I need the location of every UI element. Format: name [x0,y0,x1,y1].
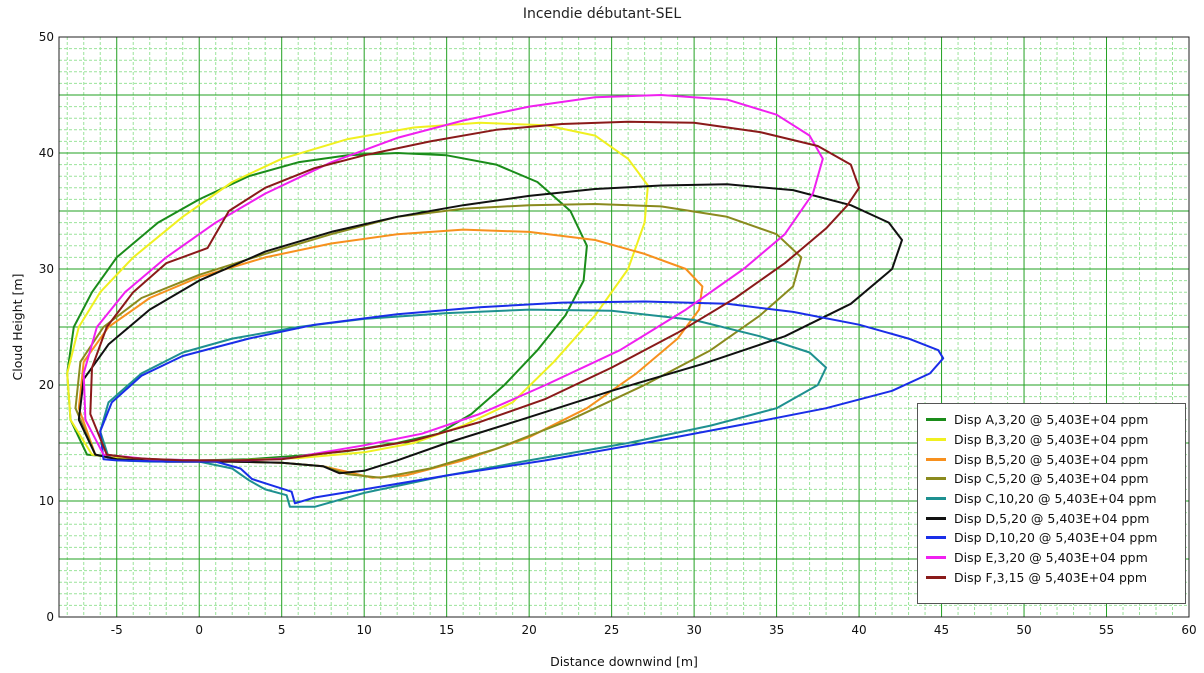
legend-entry-8: Disp E,3,20 @ 5,403E+04 ppm [926,548,1179,568]
legend-label: Disp A,3,20 @ 5,403E+04 ppm [954,412,1149,428]
x-tick-label: 5 [278,623,286,637]
legend-entry-1: Disp A,3,20 @ 5,403E+04 ppm [926,410,1179,430]
y-tick-label: 0 [46,610,54,624]
legend-label: Disp C,10,20 @ 5,403E+04 ppm [954,491,1157,507]
x-tick-label: 0 [195,623,203,637]
legend-label: Disp E,3,20 @ 5,403E+04 ppm [954,550,1148,566]
series-line-5 [99,308,828,508]
legend-swatch [926,516,946,520]
legend-label: Disp B,5,20 @ 5,403E+04 ppm [954,451,1149,467]
legend-label: Disp D,10,20 @ 5,403E+04 ppm [954,530,1158,546]
x-tick-label: 15 [439,623,454,637]
x-tick-label: 30 [686,623,701,637]
series-line-8 [82,94,824,462]
legend-label: Disp C,5,20 @ 5,403E+04 ppm [954,471,1149,487]
x-tick-label: 35 [769,623,784,637]
x-tick-label: 40 [851,623,866,637]
y-tick-label: 30 [39,262,54,276]
legend-swatch [926,556,946,560]
legend-swatch [926,536,946,540]
legend: Disp A,3,20 @ 5,403E+04 ppm Disp B,3,20 @… [917,403,1186,604]
x-tick-label: 60 [1181,623,1196,637]
series-layer [66,94,945,508]
legend-swatch [926,497,946,501]
chart-title: Incendie débutant-SEL [522,6,682,22]
x-tick-label: 50 [1016,623,1031,637]
x-tick-label: 10 [357,623,372,637]
legend-label: Disp B,3,20 @ 5,403E+04 ppm [954,432,1149,448]
series-line-6 [77,183,903,475]
legend-entry-3: Disp B,5,20 @ 5,403E+04 ppm [926,449,1179,469]
legend-entry-2: Disp B,3,20 @ 5,403E+04 ppm [926,430,1179,450]
series-line-2 [66,121,649,462]
tick-labels: -5 0 5 10 15 20 25 30 35 40 45 50 55 60 0 10 20 30 40 50 [39,30,1197,637]
y-tick-label: 40 [39,146,54,160]
legend-entry-4: Disp C,5,20 @ 5,403E+04 ppm [926,469,1179,489]
plot-frame [58,36,1190,618]
legend-entry-9: Disp F,3,15 @ 5,403E+04 ppm [926,568,1179,588]
legend-swatch [926,477,946,481]
legend-swatch [926,457,946,461]
series-line-7 [99,300,945,505]
y-tick-label: 50 [39,30,54,44]
x-tick-label: -5 [111,623,123,637]
legend-swatch [926,575,946,579]
series-line-9 [89,120,861,462]
y-axis-label: Cloud Height [m] [10,274,25,381]
x-tick-label: 20 [522,623,537,637]
x-axis-label: Distance downwind [m] [550,654,698,669]
legend-entry-6: Disp D,5,20 @ 5,403E+04 ppm [926,508,1179,528]
legend-swatch [926,438,946,442]
legend-label: Disp F,3,15 @ 5,403E+04 ppm [954,569,1148,585]
x-tick-label: 55 [1099,623,1114,637]
legend-swatch [926,418,946,422]
x-tick-label: 25 [604,623,619,637]
x-tick-label: 45 [934,623,949,637]
legend-entry-7: Disp D,10,20 @ 5,403E+04 ppm [926,528,1179,548]
legend-entry-5: Disp C,10,20 @ 5,403E+04 ppm [926,489,1179,509]
y-tick-label: 20 [39,378,54,392]
legend-label: Disp D,5,20 @ 5,403E+04 ppm [954,510,1150,526]
y-tick-label: 10 [39,494,54,508]
